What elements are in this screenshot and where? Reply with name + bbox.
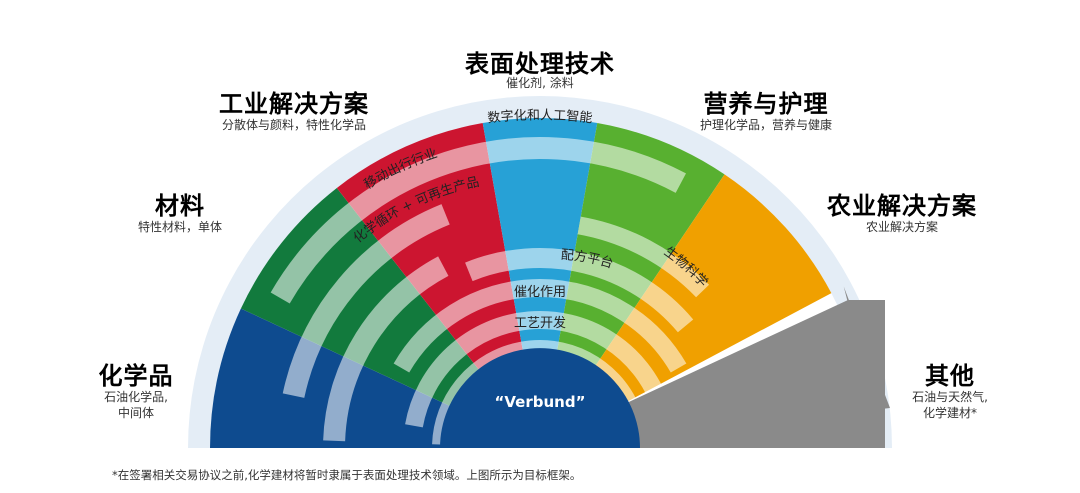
segment-subtitle-agri: 农业解决方案 [865,220,939,234]
segment-subtitle-nutrition: 护理化学品，营养与健康 [699,118,833,132]
verbund-hub [440,348,640,448]
segment-subtitle-industrial: 分散体与颜料，特性化学品 [221,118,367,132]
segment-title-nutrition: 营养与护理 [703,90,829,118]
segment-title-agri: 农业解决方案 [827,192,977,220]
segment-title-industrial: 工业解决方案 [219,90,369,118]
arc-band-process [405,311,669,428]
segment-subtitle-surface: 催化剂, 涂料 [506,76,574,90]
segment-title-chemicals: 化学品 [98,362,174,390]
arc-band-catalysis [393,279,687,373]
arc-band-mobility [282,204,450,398]
segment-subtitle-chemicals-line2: 中间体 [117,406,155,420]
segment-subtitle-materials: 特性材料，单体 [137,220,223,234]
arc-label-process: 工艺开发 [514,315,566,331]
arc-band-circular [323,256,449,442]
segment-subtitle-other-line1: 石油与天然气, [912,390,988,404]
footnote: *在签署相关交易协议之前,化学建材将暂时隶属于表面处理技术领域。上图所示为目标框… [112,468,582,482]
arc-band-biosciences [577,216,710,298]
hub-label: “Verbund” [495,393,586,411]
arc-band-digital [270,137,686,304]
arc-label-catalysis: 催化作用 [514,285,566,300]
segment-title-materials: 材料 [155,192,205,220]
segment-subtitle-other-line2: 化学建材* [922,406,978,420]
segment-title-other: 其他 [925,362,975,390]
segment-title-surface: 表面处理技术 [465,50,615,78]
arc-band-formulation [465,248,694,333]
segment-subtitle-chemicals-line1: 石油化学品, [104,390,168,404]
